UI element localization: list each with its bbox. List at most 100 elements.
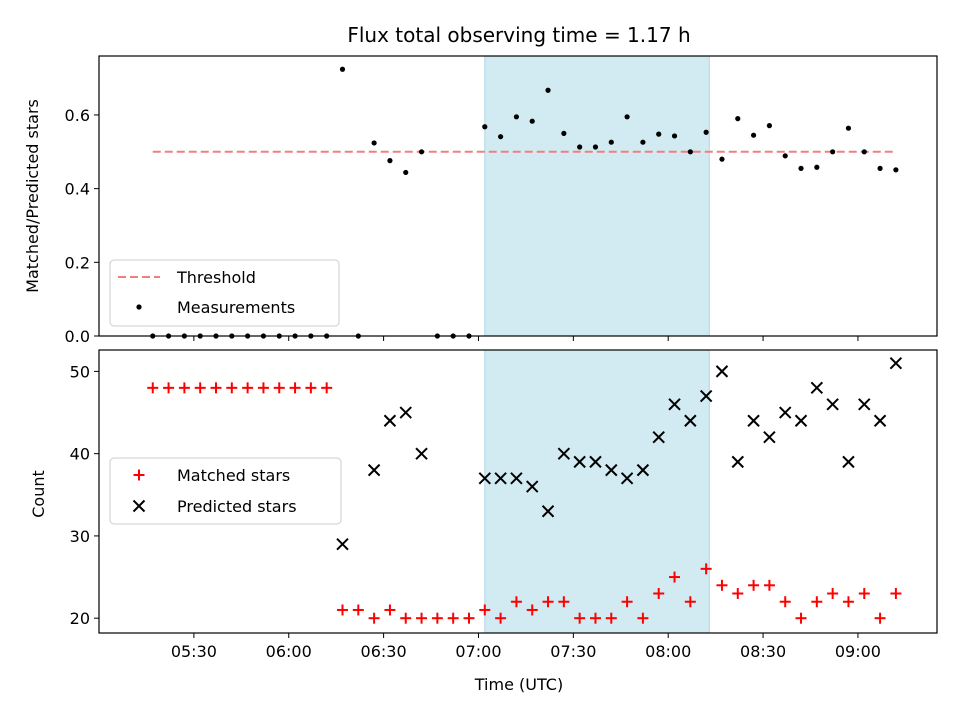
matched-star-point [589, 612, 601, 624]
predicted-star-point [336, 537, 349, 551]
bottom-panel: 20 30 40 50 05:30 06:00 06:30 07:00 07:30 08:00 08… [70, 349, 938, 661]
predicted-star-point [794, 414, 808, 427]
predicted-star-point [668, 398, 681, 411]
measurement-point [339, 66, 346, 72]
predicted-star-point [763, 430, 776, 444]
predicted-star-point [367, 463, 381, 477]
bottom-x-tick-label: 07:00 [455, 642, 501, 661]
measurement-point [513, 114, 520, 120]
measurement-point [592, 144, 599, 150]
matched-star-point [257, 382, 269, 394]
top-y-tick-label: 0.4 [65, 180, 90, 199]
matched-star-point [669, 571, 681, 583]
predicted-star-point [810, 381, 824, 395]
measurement-point [750, 132, 757, 138]
predicted-star-point [415, 447, 428, 460]
measurement-point [545, 87, 551, 93]
measurement-point [830, 149, 836, 155]
matched-star-point [463, 612, 475, 624]
top-shaded-span [484, 55, 710, 337]
legend-matched-swatch [133, 469, 145, 481]
predicted-star-point [541, 505, 555, 518]
predicted-star-point [747, 414, 760, 427]
bottom-y-tick-label: 50 [70, 362, 90, 381]
top-axes-frame [98, 55, 938, 337]
matched-star-point [732, 588, 744, 600]
top-legend: Threshold Measurements [109, 259, 340, 327]
measurement-point [387, 158, 393, 164]
bottom-x-tick-label: 09:00 [835, 642, 881, 661]
predicted-star-point [526, 480, 539, 493]
legend-measurements-label: Measurements [177, 298, 295, 317]
measurement-point [640, 139, 646, 145]
matched-star-point [811, 596, 823, 608]
matched-star-point [795, 612, 807, 624]
x-axis-label: Time (UTC) [474, 675, 563, 694]
measurement-point [656, 131, 662, 137]
matched-star-point [605, 612, 617, 624]
matched-star-point [510, 596, 522, 608]
measurement-point [719, 156, 725, 162]
top-panel: 0.0 0.2 0.4 0.6 Threshold Measurements [65, 55, 938, 346]
matched-star-point [479, 604, 491, 616]
measurement-point [893, 167, 899, 173]
predicted-star-point [589, 455, 602, 469]
matched-star-point [716, 579, 728, 591]
measurement-point [703, 129, 709, 135]
matched-star-point [352, 604, 364, 616]
predicted-star-point [826, 398, 839, 411]
measurement-point [418, 149, 425, 155]
predicted-star-point [684, 414, 697, 427]
matched-star-point [447, 612, 459, 624]
measurement-point [482, 124, 488, 130]
matched-star-point [305, 382, 317, 394]
predicted-star-point [699, 389, 713, 403]
matched-star-point [748, 579, 760, 591]
matched-star-point [242, 382, 254, 394]
matched-star-point [558, 596, 570, 608]
predicted-star-point [842, 455, 855, 469]
bottom-y-axis-label: Count [29, 470, 48, 518]
matched-star-point [273, 382, 285, 394]
measurement-point [814, 164, 820, 170]
predicted-star-point [873, 414, 887, 427]
predicted-star-point [731, 455, 744, 469]
matched-star-point [637, 612, 649, 624]
top-y-tick-label: 0.2 [65, 253, 90, 272]
matched-star-point [210, 382, 222, 394]
predicted-star-point [620, 472, 634, 485]
measurement-point [371, 140, 377, 146]
top-legend-box [109, 259, 340, 327]
measurement-point [861, 149, 867, 155]
bottom-y-tick-label: 30 [70, 527, 90, 546]
matched-star-point [336, 604, 348, 616]
matched-star-point [842, 596, 854, 608]
matched-star-point [147, 382, 159, 394]
bottom-x-tick-label: 06:00 [266, 642, 312, 661]
measurement-point [529, 118, 535, 124]
predicted-star-point [652, 430, 665, 444]
legend-predicted-label: Predicted stars [177, 497, 297, 516]
bottom-legend: Matched stars Predicted stars [109, 457, 342, 525]
matched-star-point [163, 382, 175, 394]
matched-star-point [763, 579, 775, 591]
legend-threshold-label: Threshold [176, 268, 256, 287]
measurement-point [561, 130, 567, 136]
predicted-star-point [494, 472, 507, 485]
matched-star-point [890, 588, 902, 600]
bottom-y-tick-label: 40 [70, 445, 90, 464]
bottom-x-tick-label: 08:30 [740, 642, 786, 661]
matched-star-point [226, 382, 238, 394]
predicted-star-point [383, 414, 397, 427]
measurement-point [798, 165, 804, 171]
matched-star-point [684, 596, 696, 608]
measurement-point [608, 139, 614, 145]
matched-star-point [368, 612, 380, 624]
predicted-star-point [715, 365, 729, 378]
bottom-shaded-span [484, 349, 710, 634]
measurement-point [766, 123, 773, 129]
measurement-point [782, 153, 788, 159]
measurement-point [877, 165, 883, 171]
predicted-star-point [636, 463, 650, 477]
